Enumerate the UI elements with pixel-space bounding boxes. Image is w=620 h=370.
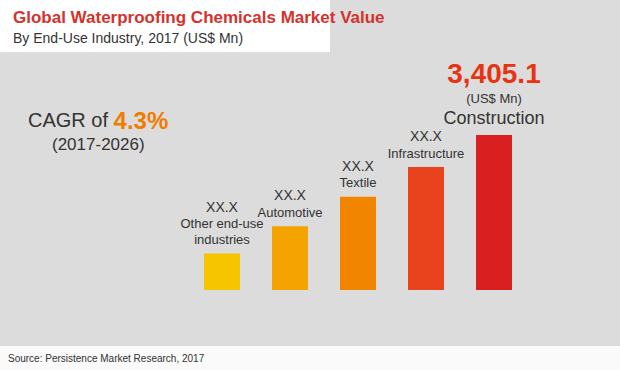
svg-text:XX.X: XX.X — [274, 187, 307, 203]
svg-text:XX.X: XX.X — [410, 128, 443, 144]
svg-text:(US$ Mn): (US$ Mn) — [466, 91, 522, 106]
svg-text:XX.X: XX.X — [206, 199, 239, 215]
svg-text:Automotive: Automotive — [257, 205, 322, 220]
svg-text:4.3%: 4.3% — [114, 107, 169, 134]
svg-text:CAGR of: CAGR of — [28, 109, 114, 131]
svg-text:Construction: Construction — [443, 108, 544, 128]
svg-text:Textile: Textile — [340, 175, 377, 190]
svg-text:Other end-use: Other end-use — [180, 216, 263, 231]
svg-text:3,405.1: 3,405.1 — [447, 58, 540, 89]
svg-text:XX.X: XX.X — [342, 158, 375, 174]
svg-text:(2017-2026): (2017-2026) — [52, 135, 145, 154]
svg-text:Infrastructure: Infrastructure — [388, 146, 465, 161]
svg-text:By End-Use Industry, 2017 (US$: By End-Use Industry, 2017 (US$ Mn) — [13, 30, 243, 46]
svg-text:industries: industries — [194, 232, 250, 247]
svg-text:Global Waterproofing Chemicals: Global Waterproofing Chemicals Market Va… — [13, 8, 385, 27]
svg-text:Source: Persistence Market Res: Source: Persistence Market Research, 201… — [8, 353, 205, 364]
